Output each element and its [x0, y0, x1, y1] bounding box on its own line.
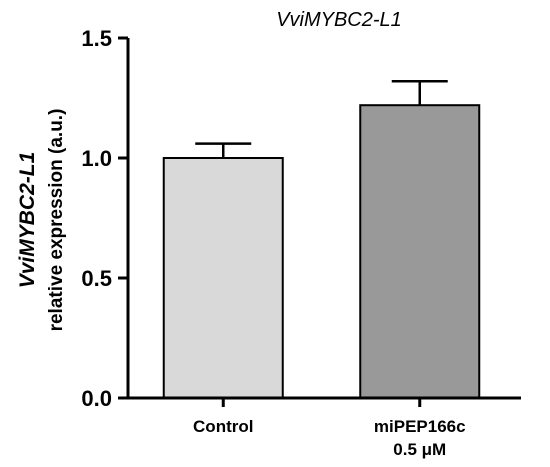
y-tick-label: 1.0 [81, 146, 112, 171]
y-tick-label: 0.5 [81, 266, 112, 291]
x-tick-label: Control [193, 417, 253, 436]
x-tick-label-line: miPEP166c [374, 417, 466, 436]
y-axis-label-units: relative expression (a.u.) [46, 109, 67, 332]
x-tick-label-line: Control [193, 417, 253, 436]
x-tick-label: miPEP166c 0.5 μM [374, 417, 466, 459]
plot-area [162, 79, 481, 399]
bar [359, 104, 481, 399]
bar [162, 157, 284, 399]
y-axis: 0.0 0.5 1.0 1.5 [81, 26, 130, 411]
y-tick-label: 0.0 [81, 386, 112, 411]
y-tick-label: 1.5 [81, 26, 112, 51]
x-tick-label-line: 0.5 μM [393, 440, 446, 459]
y-axis-label: VviMYBC2-L1 relative expression (a.u.) [16, 109, 67, 332]
y-axis-label-gene: VviMYBC2-L1 [16, 152, 39, 289]
x-axis: Control miPEP166c 0.5 μM [126, 396, 521, 459]
chart-title: VviMYBC2-L1 [276, 9, 402, 31]
